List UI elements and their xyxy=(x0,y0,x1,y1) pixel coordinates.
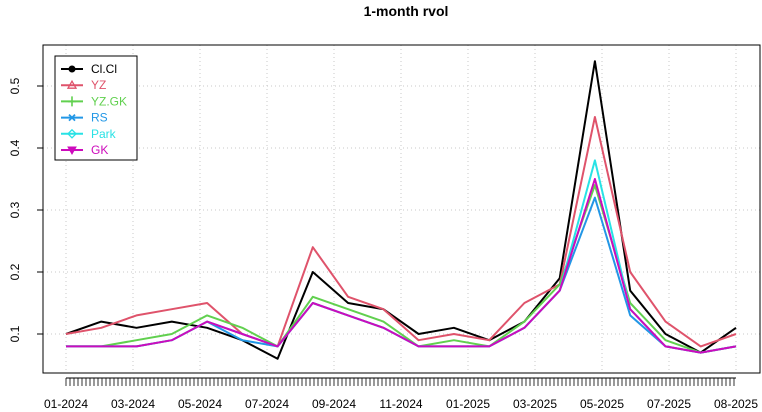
legend-box xyxy=(54,55,138,161)
series-line-gk xyxy=(66,178,737,354)
legend-label: YZ xyxy=(91,78,106,92)
x-tick-label: 09-2024 xyxy=(312,397,356,411)
legend-entry: GK xyxy=(61,143,108,157)
y-axis: 0.1 0.2 0.3 0.4 0.5 xyxy=(8,77,43,342)
x-tick-label: 03-2025 xyxy=(513,397,557,411)
x-tick-label: 07-2024 xyxy=(245,397,289,411)
legend-marker-triangle-down xyxy=(67,146,77,156)
legend: Cl.Cl YZ YZ.GK RS Park GK xyxy=(54,55,138,161)
legend-marker-diamond xyxy=(67,128,77,139)
x-axis: 01-2024 03-2024 05-2024 07-2024 09-2024 11-20… xyxy=(44,377,758,411)
x-tick-label: 11-2024 xyxy=(379,397,422,411)
x-tick-label: 05-2024 xyxy=(178,397,222,411)
legend-label: RS xyxy=(91,111,108,125)
y-tick-label: 0.4 xyxy=(8,139,22,156)
legend-marker-cross xyxy=(68,113,76,122)
x-tick-label: 08-2025 xyxy=(714,397,758,411)
x-tick-label: 05-2025 xyxy=(580,397,624,411)
plot-frame xyxy=(42,44,761,374)
legend-label: GK xyxy=(91,143,108,157)
legend-entry: YZ xyxy=(61,78,106,92)
legend-entry: Cl.Cl xyxy=(61,62,117,76)
x-tick-label: 03-2024 xyxy=(111,397,155,411)
legend-label: Park xyxy=(91,127,117,141)
legend-entry: RS xyxy=(61,111,108,125)
legend-label: YZ.GK xyxy=(91,94,127,108)
x-tick-label: 01-2024 xyxy=(44,397,88,411)
x-tick-label: 01-2025 xyxy=(446,397,490,411)
legend-label: Cl.Cl xyxy=(91,62,117,76)
y-tick-label: 0.1 xyxy=(8,325,22,342)
y-tick-label: 0.2 xyxy=(8,263,22,280)
grid xyxy=(43,45,760,373)
chart-title: 1-month rvol xyxy=(364,3,449,19)
legend-marker-plus xyxy=(68,96,76,107)
legend-marker-triangle xyxy=(66,79,78,89)
x-tick-label: 07-2025 xyxy=(647,397,691,411)
legend-entry: Park xyxy=(61,127,117,141)
y-tick-label: 0.5 xyxy=(8,77,22,94)
series-line-yz xyxy=(65,116,737,348)
legend-marker-circle xyxy=(68,65,76,73)
legend-entry: YZ.GK xyxy=(61,94,127,108)
y-tick-label: 0.3 xyxy=(8,201,22,218)
series-layer xyxy=(65,60,737,360)
series-line-cl-cl xyxy=(65,60,737,360)
